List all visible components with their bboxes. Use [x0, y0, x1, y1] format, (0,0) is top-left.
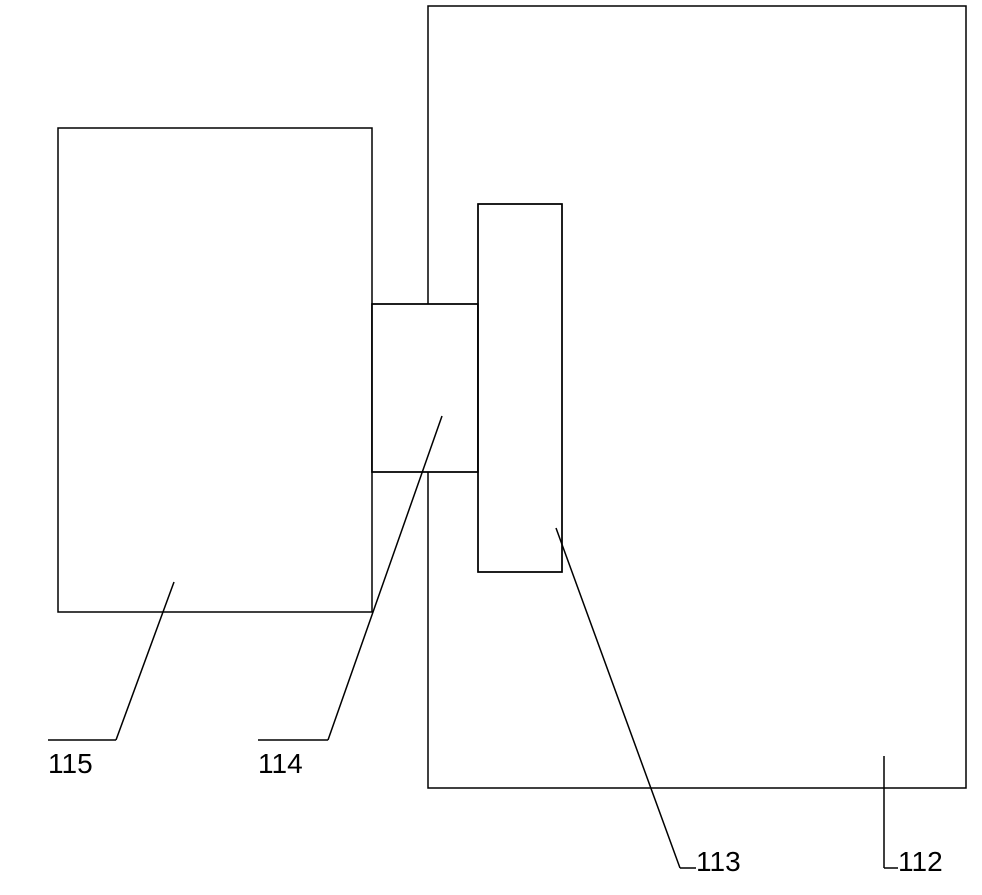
label-112: 112	[898, 846, 943, 878]
label-115: 115	[48, 748, 93, 780]
inner-mask	[479, 205, 561, 571]
leader-113	[556, 528, 680, 868]
leader-115	[116, 582, 174, 740]
left-block-115	[58, 128, 372, 612]
label-114: 114	[258, 748, 303, 780]
label-113: 113	[696, 846, 741, 878]
schematic-diagram: 115 114 113 112	[0, 0, 982, 895]
connector-mask	[373, 305, 477, 471]
diagram-svg	[0, 0, 982, 895]
